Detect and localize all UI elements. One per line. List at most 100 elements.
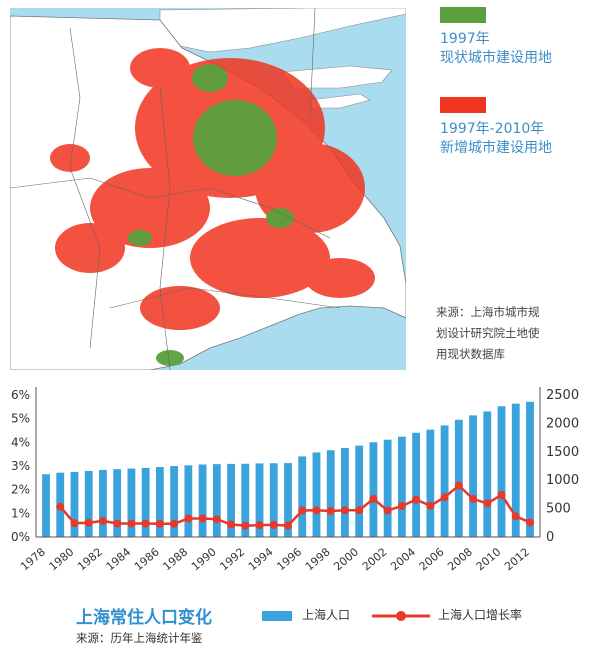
map-source-line-1: 来源：上海市城市规: [436, 305, 540, 319]
population-bar: [440, 425, 449, 537]
population-bar: [369, 442, 378, 537]
population-bar: [269, 463, 278, 537]
growth-rate-point: [312, 506, 321, 515]
x-tick-label: 1992: [217, 545, 247, 573]
growth-rate-point: [84, 518, 93, 527]
y-right-tick-label: 0: [546, 530, 554, 545]
new-land-year: 1997年-2010年: [440, 121, 545, 137]
x-tick-label: 2000: [331, 545, 361, 573]
growth-rate-point: [440, 493, 449, 502]
population-bar: [99, 469, 107, 537]
population-bar: [412, 432, 421, 537]
existing-land-overlay: [128, 64, 294, 366]
population-chart: 0%1%2%3%4%5%6%05001000150020002500197819…: [11, 387, 579, 573]
growth-rate-point: [355, 506, 364, 515]
legend-growth-rate: 上海人口增长率: [372, 606, 522, 623]
x-tick-label: 1978: [18, 545, 48, 573]
growth-rate-point: [170, 519, 179, 528]
growth-rate-point: [70, 519, 79, 528]
x-tick-label: 1994: [246, 545, 276, 573]
legend-bar-swatch: [262, 610, 292, 621]
growth-rate-point: [141, 519, 150, 528]
population-bar: [141, 467, 150, 537]
x-tick-label: 1990: [189, 545, 219, 573]
growth-rate-point: [511, 512, 520, 521]
map-source-line-3: 用现状数据库: [436, 347, 505, 361]
growth-rate-point: [454, 481, 463, 490]
legend-line-swatch: [372, 610, 430, 621]
y-left-tick-label: 6%: [11, 388, 30, 402]
population-bar: [483, 411, 492, 537]
population-bar: [70, 471, 79, 537]
chart-title: 上海常住人口变化: [76, 608, 212, 628]
growth-rate-line: [59, 483, 531, 527]
growth-rate-point: [269, 520, 278, 529]
x-tick-label: 1986: [132, 545, 162, 573]
x-tick-label: 1998: [303, 545, 333, 573]
chart-source: 来源：历年上海统计年鉴: [76, 631, 203, 645]
population-bar: [198, 464, 207, 537]
growth-rate-point: [98, 516, 107, 525]
growth-rate-point: [483, 499, 492, 508]
legend-population-label: 上海人口: [302, 608, 351, 622]
x-tick-label: 1980: [47, 545, 77, 573]
y-right-tick-label: 1000: [546, 473, 579, 488]
population-bar: [127, 468, 136, 537]
growth-rate-point: [326, 506, 335, 515]
population-bar: [341, 447, 349, 537]
legend-growth-rate-label: 上海人口增长率: [438, 608, 523, 622]
population-bar: [312, 452, 321, 537]
population-bar: [383, 439, 392, 537]
new-land-swatch: [440, 97, 486, 113]
growth-rate-point: [212, 515, 221, 524]
x-tick-label: 2008: [445, 545, 475, 573]
new-land-overlay: [50, 48, 375, 330]
population-bar: [84, 470, 93, 537]
growth-rate-point: [241, 521, 250, 530]
population-bar: [426, 429, 435, 537]
population-bar: [255, 463, 264, 537]
growth-rate-point: [155, 519, 164, 528]
district-boundaries: [10, 8, 341, 370]
x-tick-label: 1984: [104, 545, 134, 573]
growth-rate-point: [369, 494, 378, 503]
population-bar: [397, 436, 406, 537]
population-bar: [469, 415, 477, 537]
growth-rate-point: [284, 521, 292, 530]
y-left-tick-label: 5%: [11, 412, 30, 426]
x-tick-label: 1996: [274, 545, 304, 573]
x-tick-label: 1988: [160, 545, 190, 573]
population-bar: [227, 463, 235, 537]
population-bar: [42, 474, 50, 537]
growth-rate-point: [383, 506, 392, 515]
growth-rate-point: [497, 490, 506, 499]
y-left-tick-label: 0%: [11, 530, 30, 544]
growth-rate-point: [397, 501, 406, 510]
population-bar: [326, 450, 335, 537]
x-tick-label: 2012: [502, 545, 532, 573]
y-right-tick-label: 2000: [546, 416, 579, 431]
growth-rate-point: [426, 501, 435, 510]
growth-rate-point: [298, 506, 307, 515]
growth-rate-point: [198, 514, 207, 523]
population-bar: [454, 419, 463, 537]
population-bar: [184, 465, 193, 537]
land-use-map: [10, 8, 406, 370]
x-tick-label: 1982: [75, 545, 105, 573]
growth-rate-point: [255, 521, 264, 530]
growth-rate-point: [469, 494, 478, 503]
existing-land-swatch: [440, 7, 486, 23]
y-right-tick-label: 500: [546, 502, 571, 517]
growth-rate-point: [113, 519, 122, 528]
y-left-tick-label: 4%: [11, 435, 30, 449]
population-bar: [284, 463, 292, 537]
population-bar: [155, 467, 164, 537]
existing-land-year: 1997年: [440, 31, 490, 47]
population-bar: [212, 464, 221, 537]
growth-rate-point: [526, 518, 534, 527]
x-tick-label: 2006: [417, 545, 447, 573]
population-bar: [355, 445, 364, 537]
x-tick-label: 2002: [360, 545, 390, 573]
y-right-tick-label: 1500: [546, 445, 579, 460]
population-bar: [511, 403, 520, 537]
